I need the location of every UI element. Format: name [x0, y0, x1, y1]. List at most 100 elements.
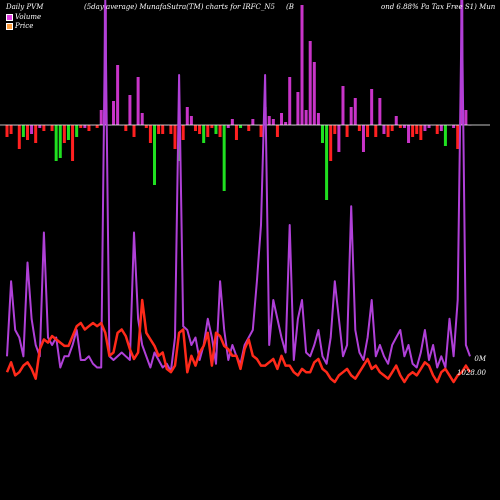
pvm-bar — [95, 125, 99, 128]
pvm-bar — [38, 125, 42, 128]
pvm-bar — [300, 5, 304, 125]
pvm-bar — [280, 113, 284, 125]
pvm-bar — [136, 77, 140, 125]
pvm-bar — [312, 62, 316, 125]
pvm-bar — [288, 77, 292, 125]
pvm-bar — [17, 125, 21, 149]
pvm-bar — [366, 125, 370, 137]
pvm-bar — [382, 125, 386, 134]
pvm-bar — [58, 125, 62, 158]
pvm-bar — [325, 125, 329, 200]
pvm-bar — [407, 125, 411, 143]
pvm-bar — [452, 125, 456, 128]
pvm-bar — [128, 95, 132, 125]
pvm-bar — [124, 125, 128, 131]
pvm-bar — [341, 86, 345, 125]
legend-volume-label: Volume — [15, 13, 42, 21]
pvm-bar — [202, 125, 206, 143]
pvm-bar — [25, 125, 29, 140]
pvm-bar — [398, 125, 402, 128]
pvm-bar — [116, 65, 120, 125]
pvm-bar — [218, 125, 222, 137]
pvm-bar — [210, 125, 214, 128]
legend-price: Price — [6, 22, 33, 30]
pvm-bar — [157, 125, 161, 134]
pvm-bar — [337, 125, 341, 152]
pvm-bar — [234, 125, 238, 140]
pvm-bar — [259, 125, 263, 137]
pvm-bar — [21, 125, 25, 137]
pvm-bar — [132, 125, 136, 137]
pvm-bar — [99, 110, 103, 125]
pvm-bar — [198, 125, 202, 134]
pvm-bar — [374, 125, 378, 137]
pvm-bar — [185, 107, 189, 125]
volume-swatch — [6, 13, 13, 21]
pvm-bar — [153, 125, 157, 185]
pvm-bar — [34, 125, 38, 143]
pvm-bar — [423, 125, 427, 131]
pvm-bar — [308, 41, 312, 125]
header-right: ond 6.88% Pa Tax Free S1) Mun — [381, 3, 496, 11]
pvm-bar — [357, 125, 361, 131]
pvm-bar — [386, 125, 390, 137]
pvm-bar — [239, 125, 243, 128]
pvm-bar — [370, 89, 374, 125]
pvm-bar — [75, 125, 79, 137]
pvm-bar — [251, 119, 255, 125]
pvm-bar — [427, 125, 431, 128]
volume-line — [6, 0, 471, 373]
pvm-bar — [71, 125, 75, 161]
pvm-bar — [333, 125, 337, 134]
pvm-bar — [83, 125, 87, 128]
pvm-bar — [320, 125, 324, 143]
price-line — [5, 298, 472, 384]
pvm-bar — [329, 125, 333, 161]
pvm-bar — [361, 125, 365, 152]
pvm-bar — [5, 125, 9, 137]
pvm-bar — [169, 125, 173, 134]
pvm-bar — [181, 125, 185, 140]
pvm-bar — [419, 125, 423, 140]
pvm-bar — [173, 125, 177, 149]
pvm-bar — [415, 125, 419, 134]
pvm-bar — [42, 125, 46, 131]
pvm-bar — [87, 125, 91, 131]
pvm-bar — [390, 125, 394, 131]
pvm-bar — [62, 125, 66, 143]
pvm-bar — [214, 125, 218, 134]
pvm-bar — [464, 110, 468, 125]
volume-axis-label: 0M — [474, 355, 486, 363]
pvm-bar — [177, 125, 181, 161]
chart-title: (5day average) MunafaSutra(TM) charts fo… — [84, 3, 275, 11]
pvm-bars — [5, 0, 472, 200]
pvm-bar — [284, 122, 288, 125]
pvm-bar — [345, 125, 349, 137]
price-axis-label: 1028.00 — [457, 369, 486, 377]
pvm-bar — [275, 125, 279, 137]
pvm-bar — [394, 116, 398, 125]
price-swatch — [6, 22, 13, 30]
pvm-bar — [148, 125, 152, 143]
pvm-bar — [316, 113, 320, 125]
legend-volume: Volume — [6, 13, 41, 21]
pvm-bar — [112, 101, 116, 125]
pvm-bar — [456, 125, 460, 149]
pvm-bar — [247, 125, 251, 131]
pvm-bar — [443, 125, 447, 146]
pvm-bar — [296, 92, 300, 125]
pvm-bar — [50, 125, 54, 131]
pvm-bar — [206, 125, 210, 137]
pvm-bar — [230, 119, 234, 125]
header-left: Daily PVM — [6, 3, 44, 11]
pvm-bar — [304, 110, 308, 125]
header-mid: (B — [286, 3, 294, 11]
pvm-bar — [267, 116, 271, 125]
pvm-bar — [353, 98, 357, 125]
pvm-bar — [402, 125, 406, 128]
pvm-bar — [9, 125, 13, 134]
pvm-bar — [222, 125, 226, 191]
pvm-bar — [161, 125, 165, 134]
